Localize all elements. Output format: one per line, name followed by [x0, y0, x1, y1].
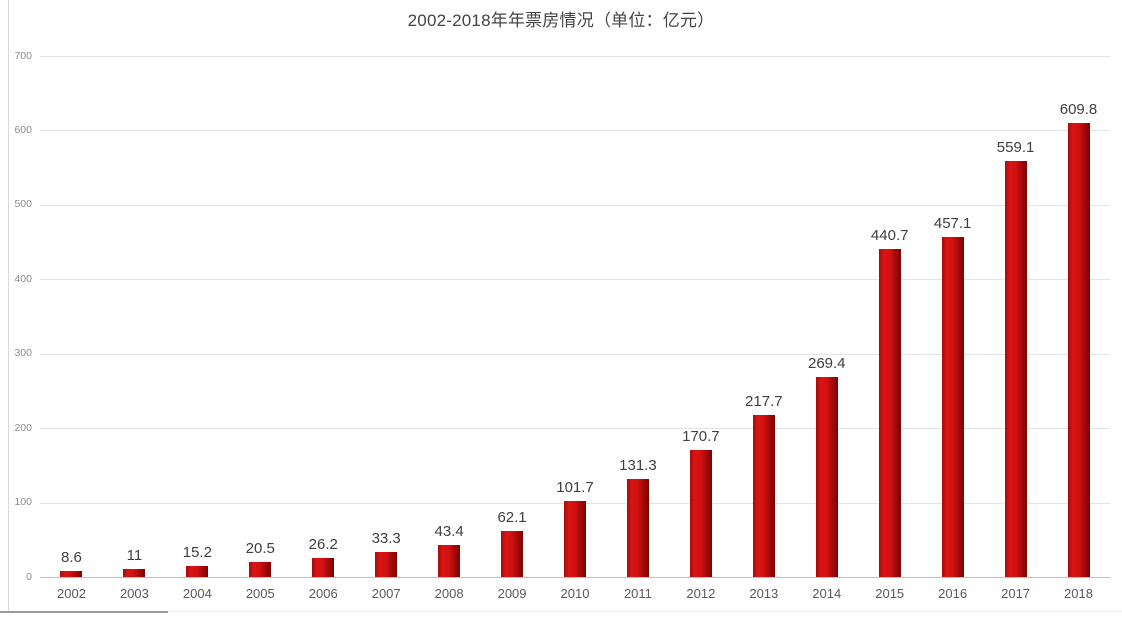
data-label-2009: 62.1 [497, 508, 527, 526]
bar-2012 [689, 449, 712, 577]
x-axis-ticks: 2002 2003 2004 2005 2006 2007 2008 2009 2010 2011… [40, 587, 1110, 605]
bar-2016 [941, 236, 964, 577]
gridline [40, 279, 1110, 281]
window-left-border [8, 0, 9, 612]
x-tick-label-2016: 2016 [938, 586, 968, 601]
x-tick-label-2012: 2012 [686, 586, 716, 601]
data-label-2018: 609.8 [1059, 101, 1098, 119]
x-tick-label-2005: 2005 [245, 586, 275, 601]
bar-2011 [626, 479, 649, 577]
x-tick-label-2017: 2017 [1001, 586, 1031, 601]
x-tick-label-2009: 2009 [497, 586, 527, 601]
x-tick-label-2006: 2006 [308, 586, 338, 601]
data-label-2012: 170.7 [682, 427, 720, 445]
data-label-2002: 8.6 [61, 548, 82, 566]
data-label-2005: 20.5 [245, 539, 275, 557]
bar-2015 [878, 249, 901, 577]
bar-2008 [438, 544, 461, 577]
gridline [40, 428, 1110, 430]
data-label-2011: 131.3 [619, 457, 657, 475]
bar-2005 [249, 561, 272, 577]
bar-2003 [123, 568, 146, 577]
horizontal-scrollbar-thumb[interactable] [0, 611, 168, 613]
chart-title: 2002-2018年年票房情况（单位：亿元） [407, 11, 715, 30]
y-tick-label: 600 [14, 123, 32, 136]
x-tick-label-2004: 2004 [182, 586, 212, 601]
gridline [40, 353, 1110, 355]
x-tick-label-2007: 2007 [371, 586, 401, 601]
data-label-2016: 457.1 [933, 214, 972, 232]
bar-2010 [564, 501, 586, 577]
bar-2002 [60, 570, 83, 577]
y-tick-label: 500 [14, 198, 32, 211]
y-tick-label: 300 [14, 347, 32, 360]
x-tick-label-2015: 2015 [875, 586, 905, 601]
bar-2007 [375, 552, 398, 577]
y-tick-label: 0 [26, 570, 32, 583]
data-label-2003: 11 [126, 546, 143, 564]
bar-2013 [752, 414, 775, 577]
data-label-2013: 217.7 [745, 392, 783, 410]
bar-2017 [1004, 160, 1027, 577]
plot-area: 8.6 11 15.2 20.5 26.2 33.3 43.4 62.1 101.7 131.3 1… [40, 56, 1110, 578]
bar-2018 [1067, 123, 1090, 577]
y-tick-label: 100 [14, 496, 32, 509]
x-axis-line [40, 577, 1110, 578]
bar-2009 [501, 530, 524, 577]
x-tick-label-2010: 2010 [560, 586, 590, 601]
x-tick-label-2011: 2011 [623, 586, 652, 601]
bar-2006 [312, 557, 335, 577]
bar-2004 [186, 565, 209, 577]
data-label-2004: 15.2 [182, 543, 212, 561]
data-label-2014: 269.4 [807, 354, 846, 372]
y-tick-label: 700 [14, 49, 32, 62]
x-tick-label-2008: 2008 [434, 586, 464, 601]
data-label-2010: 101.7 [556, 479, 594, 497]
gridline [40, 130, 1110, 132]
window-bottom-border [0, 611, 1122, 612]
data-label-2006: 26.2 [308, 535, 338, 553]
data-label-2008: 43.4 [434, 522, 464, 540]
y-tick-label: 400 [14, 272, 32, 285]
data-label-2007: 33.3 [371, 530, 401, 548]
x-tick-label-2018: 2018 [1064, 586, 1093, 601]
gridline [40, 204, 1110, 206]
y-tick-label: 200 [14, 421, 32, 434]
x-tick-label-2003: 2003 [119, 586, 149, 601]
x-tick-label-2014: 2014 [812, 586, 842, 601]
y-axis-ticks: 0 100 200 300 400 500 600 700 [0, 50, 32, 581]
bar-2014 [815, 376, 838, 577]
data-label-2017: 559.1 [996, 138, 1035, 156]
gridline [40, 56, 1110, 57]
x-tick-label-2002: 2002 [57, 586, 86, 601]
data-label-2015: 440.7 [870, 227, 909, 244]
x-tick-label-2013: 2013 [749, 586, 779, 601]
